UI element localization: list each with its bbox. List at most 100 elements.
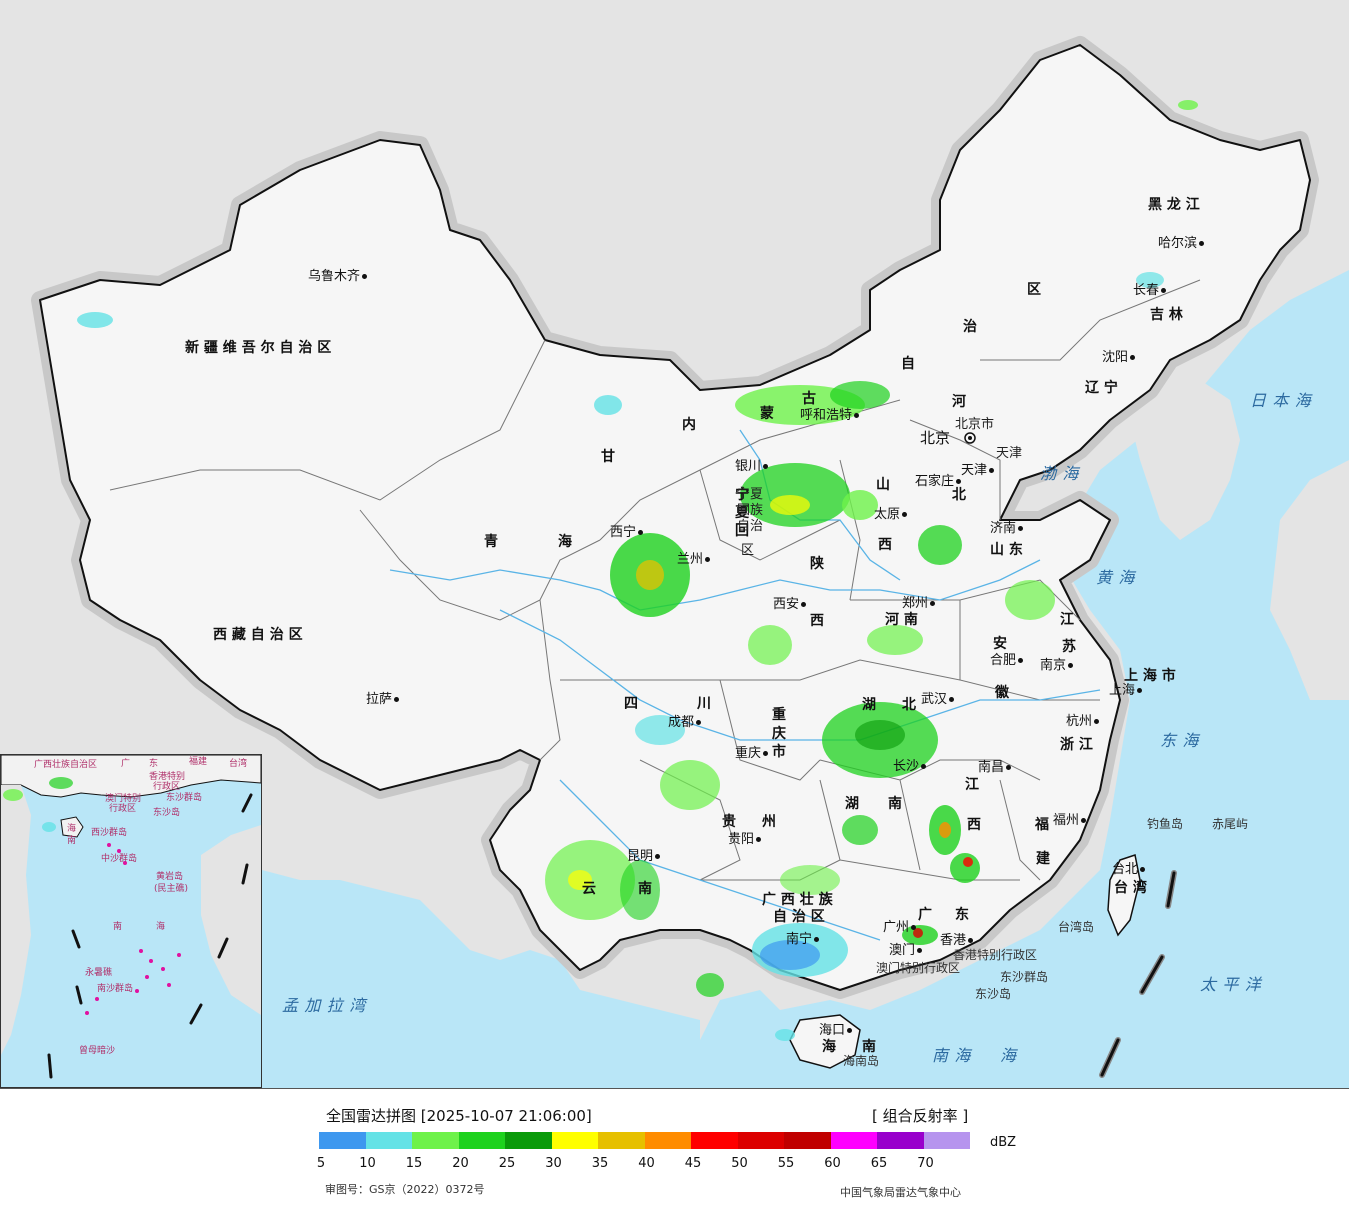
city-dot-icon <box>655 854 661 859</box>
legend-footer: 全国雷达拼图 [2025-10-07 21:06:00] [ 组合反射率 ] d… <box>0 1088 1349 1209</box>
radar-echoes <box>77 100 1198 1041</box>
city-name: 银川 <box>735 459 762 474</box>
province-label: 自治区 <box>773 909 830 925</box>
hainan-island <box>789 1014 861 1069</box>
province-label: 重 <box>772 707 791 723</box>
city-dot-icon <box>854 413 860 418</box>
province-label: 贵 <box>722 814 741 830</box>
city-name: 天津 <box>961 463 988 478</box>
korea-land <box>1130 380 1240 540</box>
agency-name: 中国气象局雷达气象中心 <box>840 1186 961 1199</box>
province-label: 西藏自治区 <box>213 627 308 643</box>
scale-swatch <box>551 1132 598 1149</box>
province-label: 川 <box>697 696 716 712</box>
city-label: 台北 <box>1112 863 1147 876</box>
scale-tick-label: 40 <box>638 1156 655 1171</box>
province-label: 广 <box>918 907 937 923</box>
province-label: 新疆维吾尔自治区 <box>185 340 337 356</box>
city-label: 西宁 <box>610 526 645 539</box>
inset-label: 澳门特别 <box>105 794 142 804</box>
south-china-sea-inset[interactable]: 广西壮族自治区广东福建 台湾 香港特别 行政区 澳门特别 行政区 东沙群岛 东沙岛海南西沙群岛… <box>0 754 262 1088</box>
city-dot-icon <box>917 948 923 953</box>
province-label: 云 <box>582 881 601 897</box>
taiwan-island <box>1107 854 1141 937</box>
inset-label: 南 <box>113 922 123 932</box>
scale-tick-label: 20 <box>452 1156 469 1171</box>
scale-tick-label: 30 <box>545 1156 562 1171</box>
city-name: 昆明 <box>627 849 654 864</box>
island-label: 钓鱼岛 <box>1147 817 1184 831</box>
city-name: 南宁 <box>786 932 813 947</box>
city-label: 西安 <box>773 598 808 611</box>
city-dot-icon <box>1140 867 1146 872</box>
province-label: 广西壮族 <box>762 892 838 908</box>
inset-label: 香港特别 <box>149 772 186 782</box>
province-label: 海 <box>822 1039 841 1055</box>
city-label: 海口 <box>819 1024 854 1037</box>
city-name: 南昌 <box>978 760 1005 775</box>
city-dot-icon <box>362 274 368 279</box>
province-label: 河南 <box>885 612 923 628</box>
inset-label: 台湾 <box>229 759 248 769</box>
island-label: 澳门特别行政区 <box>876 961 961 975</box>
city-name: 兰州 <box>677 552 704 567</box>
inset-label: 东沙岛 <box>153 808 181 818</box>
inset-svg <box>1 755 261 1079</box>
city-name: 乌鲁木齐 <box>308 269 361 284</box>
map-title: 全国雷达拼图 [2025-10-07 21:06:00] <box>326 1107 592 1125</box>
city-dot-icon <box>1081 818 1087 823</box>
unit-label: dBZ <box>990 1135 1017 1150</box>
province-label: 福 <box>1035 817 1054 833</box>
island-label: 台湾岛 <box>1058 920 1095 934</box>
province-label: 四 <box>624 696 643 712</box>
scale-tick-label: 10 <box>359 1156 376 1171</box>
city-label: 太原 <box>874 508 909 521</box>
city-dot-icon <box>763 464 769 469</box>
city-name: 济南 <box>990 521 1017 536</box>
province-label: 建 <box>1036 851 1055 867</box>
sea-label: 黄海 <box>1096 568 1141 587</box>
province-label: 上海市 <box>1124 668 1181 684</box>
city-dot-icon <box>1161 288 1167 293</box>
island-label: 香港特别行政区 <box>953 948 1038 962</box>
city-dot-icon <box>1018 658 1024 663</box>
scale-swatch <box>458 1132 505 1149</box>
inset-label: 中沙群岛 <box>101 854 138 864</box>
city-label: 哈尔滨 <box>1158 237 1206 250</box>
island-label: 赤尾屿 <box>1212 817 1249 831</box>
city-name: 南京 <box>1040 658 1067 673</box>
city-name: 海口 <box>819 1023 846 1038</box>
city-label: 拉萨 <box>366 693 401 706</box>
city-name: 沈阳 <box>1102 350 1129 365</box>
province-label: 内 <box>682 417 701 433</box>
city-label: 广州 <box>883 921 918 934</box>
scale-tick-label: 15 <box>405 1156 423 1171</box>
scale-tick-label: 25 <box>498 1156 516 1171</box>
sea-label: 孟加拉湾 <box>282 996 372 1015</box>
inset-label: (民主礁) <box>154 884 189 894</box>
region-label: 自治 <box>737 519 764 534</box>
city-name: 重庆 <box>735 746 762 761</box>
province-label: 西 <box>967 817 986 833</box>
province-label: 黑龙江 <box>1148 197 1205 213</box>
city-dot-icon <box>902 512 908 517</box>
city-label: 南京 <box>1040 659 1075 672</box>
city-label: 沈阳 <box>1102 351 1137 364</box>
radar-map[interactable]: 新疆维吾尔自治区 西藏自治区青海甘内蒙古自治区黑龙江 吉林 辽宁河北山西山东陕西河南江… <box>0 0 1349 1088</box>
province-label: 山 <box>876 477 895 493</box>
city-name: 香港 <box>940 933 967 948</box>
inset-label: 曾母暗沙 <box>79 1046 116 1056</box>
sea-label: 海 <box>1000 1046 1023 1065</box>
city-dot-icon <box>921 764 927 769</box>
city-label: 香港 <box>940 934 975 947</box>
inset-label: 海 <box>67 824 77 834</box>
city-dot-icon <box>1094 719 1100 724</box>
province-label: 河 <box>952 394 971 410</box>
city-label: 福州 <box>1053 814 1088 827</box>
city-dot-icon <box>1018 526 1024 531</box>
region-label: 宁夏 <box>737 487 764 502</box>
province-label: 自 <box>901 356 920 372</box>
city-label: 天津 <box>961 464 996 477</box>
province-label: 西 <box>878 537 897 553</box>
beijing-marker <box>964 432 976 444</box>
